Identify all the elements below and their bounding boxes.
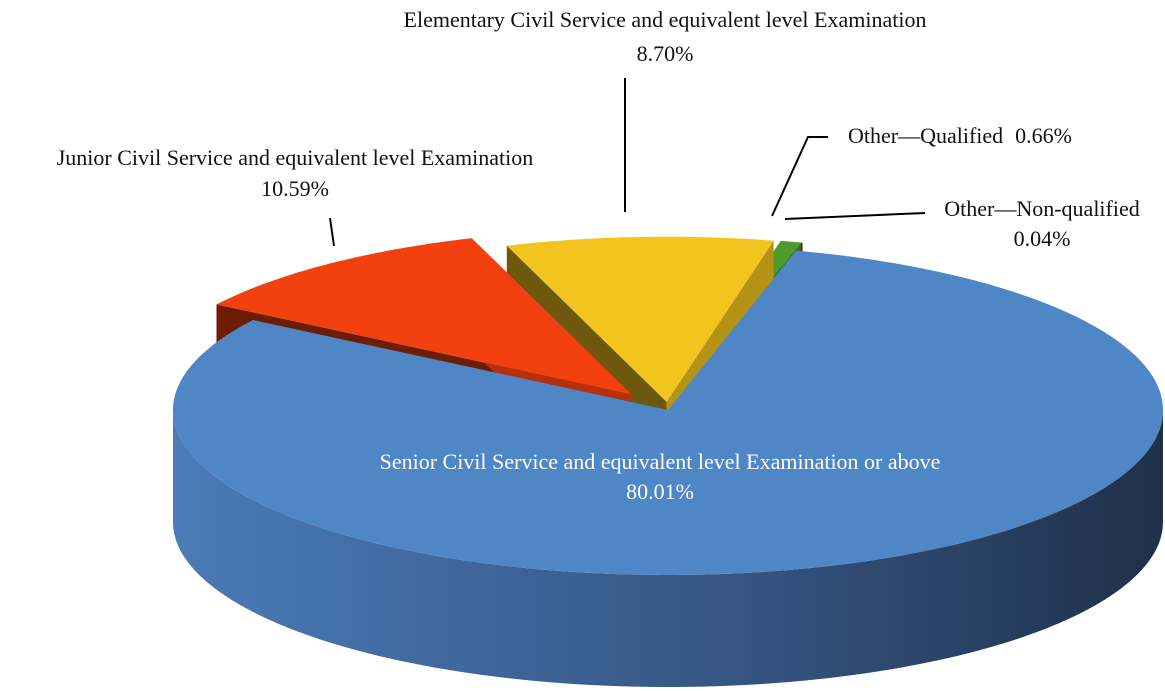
slice-label: Senior Civil Service and equivalent leve… — [380, 449, 941, 474]
slice — [506, 236, 774, 402]
leader-line — [329, 217, 335, 247]
slice-label: Elementary Civil Service and equivalent … — [404, 7, 927, 32]
slice-label: Other—Qualified 0.66% — [848, 123, 1072, 148]
slice-label: Junior Civil Service and equivalent leve… — [57, 145, 534, 170]
slice — [216, 238, 632, 395]
slice — [173, 250, 1163, 575]
slice-value-label: 0.66% — [1015, 123, 1072, 148]
slice-value-label: 0.04% — [1014, 226, 1071, 251]
slice-value-label: 80.01% — [626, 479, 694, 504]
pie — [173, 236, 1163, 687]
leader-line — [784, 212, 926, 220]
slice-value-label: 10.59% — [261, 176, 329, 201]
slice-side — [173, 410, 1163, 687]
slice-value-label: 8.70% — [637, 41, 694, 66]
slice-label: Other—Qualified — [848, 123, 1003, 148]
slice-label: Other—Non-qualified — [944, 196, 1140, 221]
leader-line — [771, 136, 828, 217]
